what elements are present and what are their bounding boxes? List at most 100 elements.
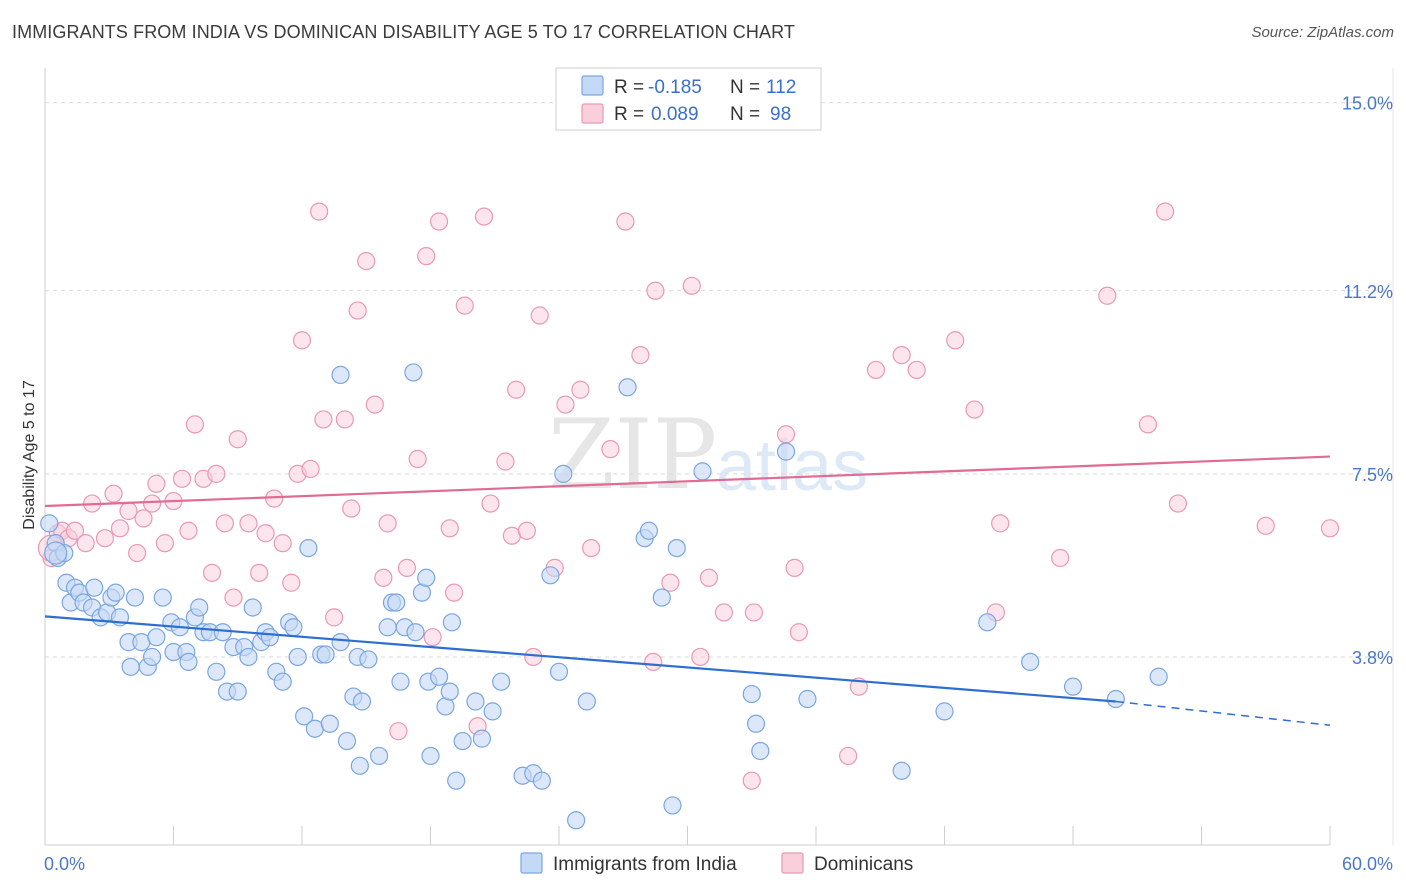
dominicans-point [228, 430, 247, 449]
india-point [350, 756, 369, 775]
dominicans-point [631, 346, 650, 365]
dominicans-point [357, 251, 376, 271]
dominicans-point [142, 494, 162, 513]
india-trend-extension [1115, 700, 1331, 726]
india-point [652, 588, 671, 607]
legend-india-n-label: N = [730, 77, 760, 98]
india-point [742, 684, 761, 704]
dominicans-point [601, 440, 620, 459]
dominicans-point [179, 521, 198, 540]
india-point [331, 365, 350, 385]
dominicans-point [417, 247, 436, 266]
dominicans-point [507, 380, 526, 399]
dominicans-point [265, 489, 284, 508]
dominicans-point [397, 558, 417, 577]
dominicans-point [250, 563, 269, 582]
dominicans-point [207, 464, 226, 483]
india-point [472, 729, 491, 748]
dominicans-point [839, 746, 858, 766]
dominicans-point [556, 395, 575, 414]
india-point [273, 672, 292, 691]
india-point [378, 618, 397, 637]
india-point [532, 771, 551, 790]
india-point [320, 714, 339, 733]
dominicans-point [866, 360, 886, 380]
india-point [429, 667, 449, 686]
dominicans-point [946, 331, 965, 350]
india-point [935, 702, 954, 721]
india-point [892, 761, 911, 780]
dominicans-point [104, 484, 123, 503]
india-point [554, 464, 573, 483]
legend-dom-r-value: 0.089 [651, 104, 699, 125]
dominicans-point [776, 425, 796, 444]
india-point [299, 538, 318, 558]
india-point [577, 692, 596, 711]
dominicans-point [1098, 286, 1117, 305]
india-point [179, 652, 198, 672]
dominicans-point [314, 410, 333, 429]
dominicans-point [481, 494, 500, 513]
india-point [331, 633, 350, 652]
india-point [453, 731, 472, 751]
india-point [541, 566, 560, 585]
dominicans-point [682, 276, 701, 295]
dominicans-point [616, 212, 635, 231]
india-trend-line [44, 615, 1116, 703]
dominicans-point [1051, 548, 1070, 568]
dominicans-point [215, 514, 234, 533]
dominicans-point [1168, 494, 1188, 513]
india-point [798, 689, 817, 709]
india-point [121, 657, 140, 676]
india-point [125, 588, 145, 607]
india-point [190, 598, 209, 617]
x-tick-label-max: 60.0% [1342, 854, 1393, 874]
dominicans-point [965, 400, 984, 419]
bottom-legend-india-swatch [520, 852, 543, 874]
dominicans-point [239, 514, 258, 533]
source-label: Source: ZipAtlas.com [1251, 24, 1394, 41]
legend-india-r-value: -0.185 [648, 77, 702, 98]
dominicans-point [408, 449, 427, 469]
dominicans-point [95, 529, 115, 548]
legend-dominicans-swatch [581, 103, 604, 124]
india-point [406, 623, 425, 642]
india-point [153, 588, 172, 607]
india-point [239, 647, 258, 667]
india-point [776, 442, 796, 461]
dominicans-point [1256, 516, 1275, 535]
india-point [492, 672, 511, 691]
india-point [1106, 689, 1125, 709]
dominicans-point [301, 459, 320, 479]
india-point [746, 714, 766, 733]
bottom-legend: Immigrants from India Dominicans [520, 852, 913, 875]
india-point [295, 707, 314, 726]
dominicans-point [155, 534, 175, 553]
dominicans-point [1155, 202, 1175, 221]
india-point [284, 618, 303, 637]
dominicans-point [127, 543, 147, 563]
india-point [337, 731, 357, 751]
legend-dom-n-value: 98 [770, 104, 791, 125]
dominicans-point [147, 474, 166, 493]
legend-india-r-label: R = [614, 77, 644, 98]
india-point [639, 521, 659, 540]
india-point [85, 578, 104, 597]
trend-lines [44, 455, 1331, 726]
india-point [549, 662, 569, 681]
india-point [106, 583, 125, 602]
india-point [207, 662, 226, 681]
dominicans-point [389, 722, 408, 741]
india-point [1063, 677, 1083, 696]
y-tick-label: 11.2% [1343, 282, 1393, 302]
india-point [466, 692, 485, 711]
dominicans-point [185, 415, 205, 434]
india-point [421, 746, 440, 766]
dominicans-point [282, 573, 301, 592]
dominicans-point [455, 296, 474, 315]
india-point [260, 628, 279, 647]
india-point [213, 623, 232, 642]
india-point [44, 541, 68, 565]
india-point [667, 538, 686, 558]
